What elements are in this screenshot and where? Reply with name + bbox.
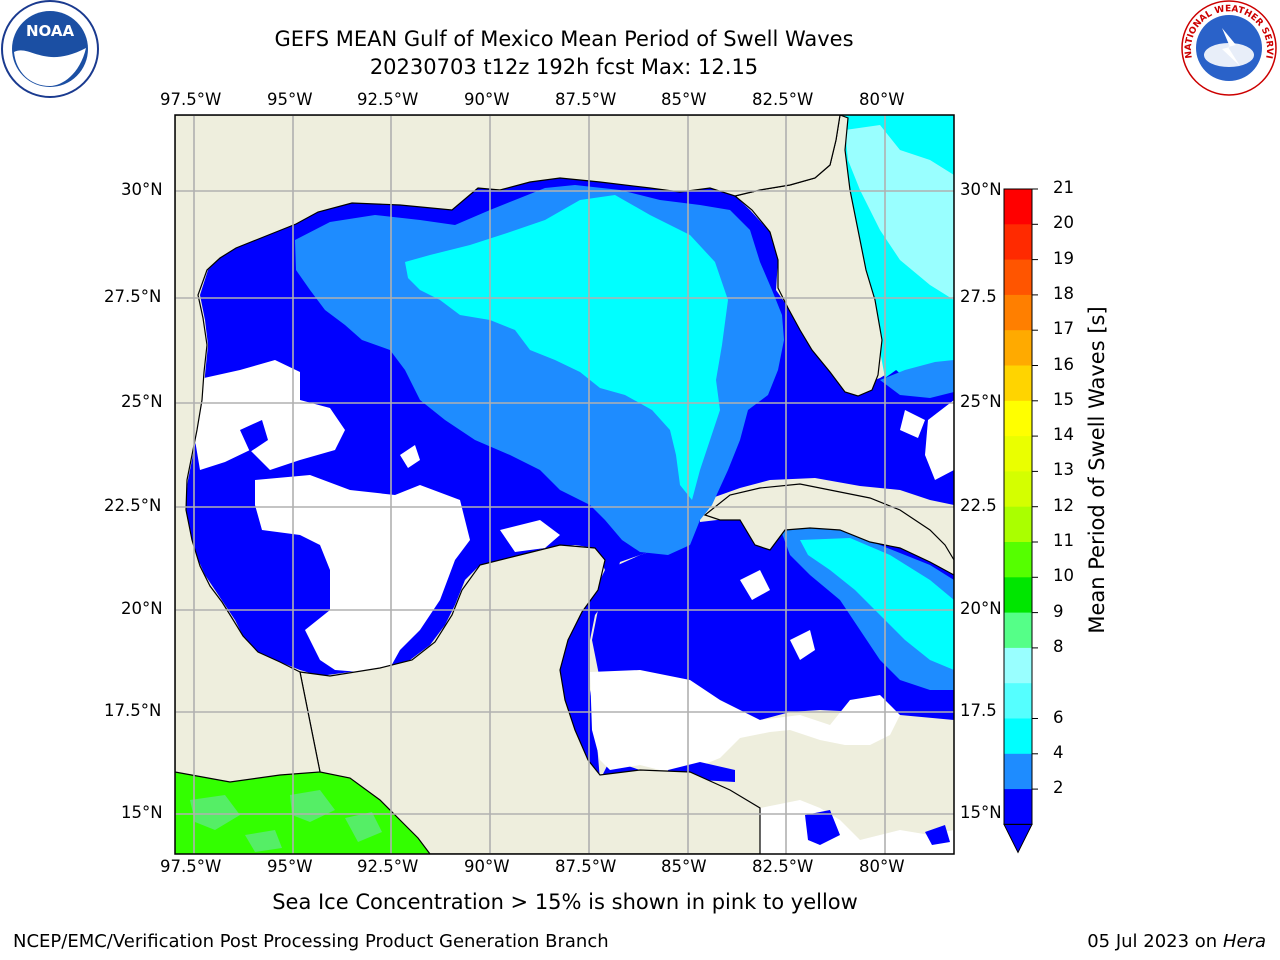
colorbar-segment bbox=[1004, 365, 1032, 402]
colorbar bbox=[1003, 188, 1038, 854]
colorbar-segment bbox=[1004, 753, 1032, 790]
lon-label-top: 97.5°W bbox=[160, 90, 222, 109]
graticule bbox=[175, 115, 954, 854]
lat-label-right: 25°N bbox=[960, 392, 1002, 411]
yucatan-land bbox=[299, 544, 761, 854]
colorbar-segment bbox=[1004, 789, 1032, 825]
lon-label-top: 82.5°W bbox=[752, 90, 814, 109]
lat-label-right: 17.5 bbox=[960, 701, 997, 720]
lat-label-right: 30°N bbox=[960, 180, 1002, 199]
zero-period-patches bbox=[195, 360, 954, 854]
colorbar-tick-label: 9 bbox=[1053, 601, 1064, 621]
colorbar-segment bbox=[1004, 224, 1032, 261]
colorbar-extend-arrow bbox=[1003, 823, 1033, 854]
map-panel bbox=[175, 115, 954, 854]
lat-label-right: 27.5 bbox=[960, 287, 997, 306]
lon-label-top: 90°W bbox=[464, 90, 510, 109]
period-band-6-8 bbox=[405, 195, 728, 500]
lat-label-left: 30°N bbox=[121, 180, 163, 199]
chart-title: GEFS MEAN Gulf of Mexico Mean Period of … bbox=[274, 27, 854, 51]
colorbar-tick-label: 4 bbox=[1053, 742, 1064, 762]
colorbar-tick-label: 8 bbox=[1053, 636, 1064, 656]
colorbar-segment bbox=[1004, 400, 1032, 437]
colorbar-tick-label: 12 bbox=[1053, 495, 1074, 515]
lon-label-top: 92.5°W bbox=[357, 90, 419, 109]
lon-label-bottom: 85°W bbox=[661, 857, 707, 876]
atlantic-pale bbox=[845, 125, 954, 300]
lon-label-bottom: 92.5°W bbox=[357, 857, 419, 876]
nws-logo: NATIONAL WEATHER SERVICE bbox=[0, 0, 1277, 96]
lon-label-top: 95°W bbox=[267, 90, 313, 109]
lon-label-bottom: 80°W bbox=[859, 857, 905, 876]
lat-label-left: 15°N bbox=[121, 803, 163, 822]
lat-label-left: 25°N bbox=[121, 392, 163, 411]
colorbar-segment bbox=[1004, 294, 1032, 331]
colorbar-segment bbox=[1004, 471, 1032, 508]
colorbar-tick-label: 13 bbox=[1053, 460, 1074, 480]
colorbar-segment bbox=[1004, 542, 1032, 578]
footer-date-text: 05 Jul 2023 on bbox=[1087, 931, 1223, 952]
caribbean-cyan bbox=[780, 525, 954, 690]
colorbar-tick-label: 2 bbox=[1053, 778, 1064, 798]
lat-label-left: 27.5°N bbox=[104, 287, 162, 306]
lat-label-left: 17.5°N bbox=[104, 701, 162, 720]
lat-label-right: 15°N bbox=[960, 803, 1002, 822]
colorbar-title: Mean Period of Swell Waves [s] bbox=[1085, 306, 1109, 634]
lon-label-top: 85°W bbox=[661, 90, 707, 109]
colorbar-tick-label: 20 bbox=[1053, 213, 1074, 233]
colorbar-tick-label: 17 bbox=[1053, 319, 1074, 339]
colorbar-segment bbox=[1004, 577, 1032, 614]
lon-label-bottom: 90°W bbox=[464, 857, 510, 876]
lat-label-left: 22.5°N bbox=[104, 496, 162, 515]
svg-text:NATIONAL WEATHER SERVICE: NATIONAL WEATHER SERVICE bbox=[0, 0, 1274, 59]
mexico-land bbox=[175, 115, 841, 783]
lat-label-left: 20°N bbox=[121, 599, 163, 618]
nws-logo-text: NATIONAL WEATHER SERVICE bbox=[0, 0, 1274, 59]
noaa-logo: NOAA bbox=[1, 0, 99, 98]
chart-subtitle: 20230703 t12z 192h fcst Max: 12.15 bbox=[369, 55, 759, 79]
colorbar-segment bbox=[1004, 647, 1032, 684]
colorbar-tick-label: 6 bbox=[1053, 707, 1064, 727]
colorbar-tick-label: 10 bbox=[1053, 566, 1074, 586]
lon-label-bottom: 82.5°W bbox=[752, 857, 814, 876]
colorbar-tick-label: 18 bbox=[1053, 283, 1074, 303]
colorbar-segment bbox=[1004, 189, 1032, 225]
footer-host: Hera bbox=[1222, 931, 1266, 952]
colorbar-segment bbox=[1004, 683, 1032, 720]
lon-label-bottom: 87.5°W bbox=[555, 857, 617, 876]
colorbar-segment bbox=[1004, 718, 1032, 755]
caribbean-cyan-inner bbox=[800, 538, 954, 670]
sea-ice-caption: Sea Ice Concentration > 15% is shown in … bbox=[272, 890, 858, 914]
lon-label-bottom: 97.5°W bbox=[160, 857, 222, 876]
colorbar-tick-label: 15 bbox=[1053, 389, 1074, 409]
footer-credit: NCEP/EMC/Verification Post Processing Pr… bbox=[13, 931, 609, 952]
lat-label-right: 20°N bbox=[960, 599, 1002, 618]
footer-date: 05 Jul 2023 on Hera bbox=[1087, 931, 1266, 952]
map-frame bbox=[174, 114, 955, 855]
colorbar-segment bbox=[1004, 612, 1032, 649]
colorbar-segment bbox=[1004, 436, 1032, 472]
colorbar-tick-label: 19 bbox=[1053, 248, 1074, 268]
lon-label-top: 80°W bbox=[859, 90, 905, 109]
lat-label-right: 22.5 bbox=[960, 496, 997, 515]
colorbar-segment bbox=[1004, 330, 1032, 367]
colorbar-segment bbox=[1004, 506, 1032, 543]
bahamas-blue bbox=[880, 360, 954, 398]
colorbar-segment bbox=[1004, 259, 1032, 296]
colorbar-tick-label: 21 bbox=[1053, 178, 1074, 197]
colorbar-tick-label: 11 bbox=[1053, 531, 1074, 550]
lon-label-bottom: 95°W bbox=[267, 857, 313, 876]
lon-label-top: 87.5°W bbox=[555, 90, 617, 109]
noaa-logo-text: NOAA bbox=[26, 22, 75, 40]
colorbar-tick-label: 14 bbox=[1053, 425, 1074, 445]
colorbar-tick-label: 16 bbox=[1053, 354, 1074, 374]
